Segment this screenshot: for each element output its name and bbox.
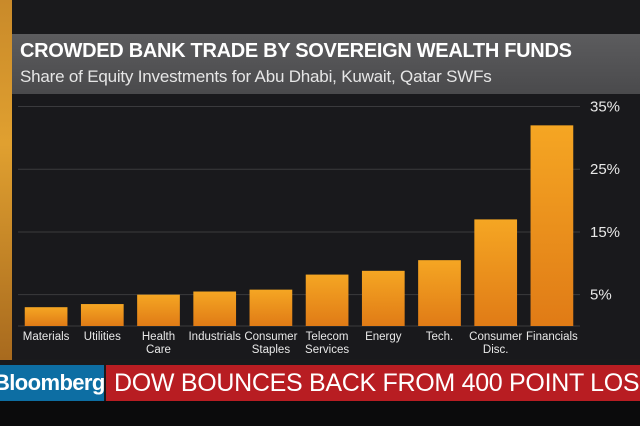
bottom-band	[0, 401, 640, 426]
bar	[193, 291, 237, 326]
bar	[305, 274, 349, 326]
headline: DOW BOUNCES BACK FROM 400 POINT LOSS	[114, 369, 640, 397]
left-accent-strip	[0, 0, 12, 360]
x-tick-label: Consumer Staples	[244, 331, 297, 356]
bar	[80, 304, 124, 326]
x-tick-label: Financials	[526, 331, 578, 343]
bar	[24, 307, 68, 326]
y-tick-label: 35%	[590, 99, 620, 116]
x-tick-label: Telecom Services	[305, 331, 349, 356]
bar	[530, 125, 574, 326]
bar	[474, 219, 518, 326]
lower-third: Bloomberg DOW BOUNCES BACK FROM 400 POIN…	[0, 365, 640, 401]
x-tick-label: Health Care	[142, 331, 175, 356]
bar	[361, 270, 405, 326]
x-tick-label: Utilities	[84, 331, 121, 343]
brand-logo: Bloomberg	[0, 370, 105, 395]
x-tick-label: Tech.	[426, 331, 454, 343]
x-tick-label: Consumer Disc.	[469, 331, 522, 356]
bar-chart: 5% 15% 25% 35% Materials Utilities Health Care…	[18, 99, 620, 356]
chart-title: CROWDED BANK TRADE BY SOVEREIGN WEALTH F…	[20, 40, 572, 62]
title-bar: CROWDED BANK TRADE BY SOVEREIGN WEALTH F…	[12, 34, 640, 94]
y-tick-label: 15%	[590, 224, 620, 241]
bar	[249, 289, 293, 326]
chart-area: 5% 15% 25% 35% Materials Utilities Health Care…	[12, 94, 640, 359]
x-tick-label: Industrials	[188, 331, 241, 343]
brand-box: Bloomberg	[0, 365, 105, 401]
y-tick-label: 25%	[590, 161, 620, 178]
x-tick-label: Materials	[23, 331, 70, 343]
x-tick-label: Energy	[365, 331, 402, 343]
y-tick-label: 5%	[590, 287, 612, 304]
bar	[418, 260, 461, 326]
bar	[137, 294, 180, 326]
headline-box: DOW BOUNCES BACK FROM 400 POINT LOSS	[106, 365, 640, 401]
chart-subtitle: Share of Equity Investments for Abu Dhab…	[20, 67, 492, 86]
